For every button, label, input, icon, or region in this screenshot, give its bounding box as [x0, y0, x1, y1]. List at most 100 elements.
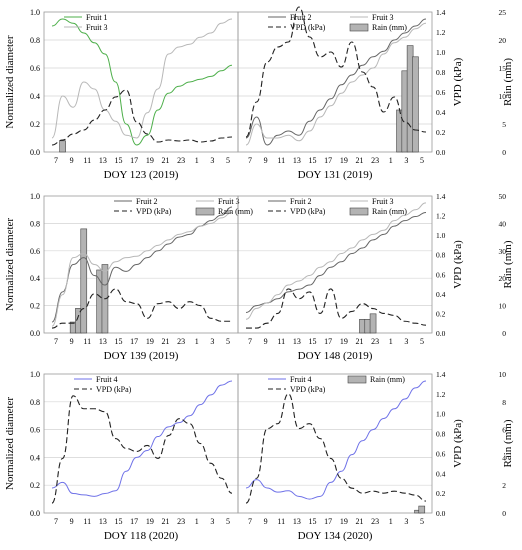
- vpd-tick-label: 0.8: [436, 430, 446, 439]
- vpd-tick-label: 1.0: [436, 48, 446, 57]
- legend-label: Fruit 3: [372, 13, 394, 22]
- y-tick-label: 0.0: [30, 148, 40, 157]
- legend-swatch-rain: [347, 375, 367, 384]
- x-tick-label: 3: [210, 156, 214, 165]
- legend-label: VPD (kPa): [290, 207, 326, 216]
- x-tick-label: 15: [115, 517, 123, 526]
- x-tick-label: 17: [130, 337, 138, 346]
- x-tick-label: 19: [340, 156, 348, 165]
- series-line-fruit-2: [245, 18, 427, 146]
- x-tick-label: 5: [420, 156, 424, 165]
- x-tick-label: 21: [355, 517, 363, 526]
- plot-frame: [237, 11, 433, 153]
- x-tick-label: 21: [355, 156, 363, 165]
- rain-tick-label: 30: [499, 247, 507, 256]
- x-tick-label: 3: [404, 517, 408, 526]
- vpd-tick-label: 1.2: [436, 28, 446, 37]
- legend: Fruit 2 Fruit 3 VPD (kPa) Rain (mm): [268, 13, 407, 32]
- rain-bar: [418, 505, 426, 514]
- x-tick-label: 21: [161, 337, 169, 346]
- x-tick-label: 11: [83, 337, 91, 346]
- x-tick-label: 17: [130, 156, 138, 165]
- y-tick-label: 0.4: [30, 274, 40, 283]
- y-tick-label: 0.8: [30, 36, 40, 45]
- series-line-fruit-3: [51, 211, 233, 327]
- x-tick-label: 1: [195, 337, 199, 346]
- legend-label: Fruit 4: [96, 375, 118, 384]
- rain-bar: [80, 228, 88, 334]
- legend-label: Fruit 2: [290, 197, 312, 206]
- x-tick-label: 23: [371, 337, 379, 346]
- x-tick-label: 13: [293, 517, 301, 526]
- y-tick-label: 0.6: [30, 247, 40, 256]
- vpd-line: [245, 6, 427, 138]
- x-tick-label: 23: [177, 337, 185, 346]
- rain-tick-label: 8: [502, 398, 506, 407]
- rain-tick-label: 5: [502, 120, 506, 129]
- plot-frame: [237, 195, 433, 334]
- legend: Fruit 4 Rain (mm) VPD (kPa): [268, 375, 405, 394]
- legend-swatch-rain: [349, 23, 369, 32]
- vpd-line: [51, 288, 232, 329]
- x-tick-label: 1: [195, 517, 199, 526]
- rain-tick-label: 10: [499, 92, 507, 101]
- x-tick-label: 9: [264, 337, 268, 346]
- rain-tick-label: 0: [502, 329, 506, 338]
- x-tick-label: 3: [210, 517, 214, 526]
- vpd-tick-label: 0.8: [436, 251, 446, 260]
- vpd-tick-label: 1.0: [436, 410, 446, 419]
- vpd-tick-label: 0.6: [436, 88, 446, 97]
- y-tick-label: 0.4: [30, 92, 40, 101]
- legend-swatch-rain: [195, 207, 215, 216]
- x-tick-label: 7: [54, 337, 58, 346]
- rain-tick-label: 2: [502, 481, 506, 490]
- series-line-fruit-4: [245, 380, 427, 500]
- x-tick-label: 19: [146, 517, 154, 526]
- x-tick-label: 7: [54, 156, 58, 165]
- rain-tick-label: 4: [502, 453, 506, 462]
- rain-tick-label: 6: [502, 426, 506, 435]
- vpd-tick-label: 1.0: [436, 231, 446, 240]
- rain-bar: [59, 140, 66, 153]
- vpd-tick-label: 0.4: [436, 108, 446, 117]
- rain-axis-label: Rain (mm): [502, 58, 514, 106]
- x-tick-label: 17: [324, 517, 332, 526]
- legend: Fruit 2 Fruit 3 VPD (kPa) Rain (mm): [114, 197, 253, 216]
- y-tick-label: 0.4: [30, 453, 40, 462]
- y-tick-label: 0.6: [30, 426, 40, 435]
- x-tick-label: 7: [248, 156, 252, 165]
- x-tick-label: 11: [83, 156, 91, 165]
- vpd-tick-label: 1.2: [436, 390, 446, 399]
- y-tick-label: 0.0: [30, 329, 40, 338]
- y-tick-label: 1.0: [30, 8, 40, 17]
- x-tick-label: 23: [177, 156, 185, 165]
- x-axis-label: DOY 148 (2019): [298, 350, 373, 362]
- vpd-line: [51, 89, 233, 146]
- legend-label: Rain (mm): [372, 207, 407, 216]
- vpd-tick-label: 0.0: [436, 509, 446, 518]
- legend-swatch-rain: [349, 207, 369, 216]
- x-tick-label: 7: [54, 517, 58, 526]
- vpd-line: [245, 393, 427, 504]
- x-tick-label: 1: [389, 156, 393, 165]
- rain-axis-label: Rain (mm): [502, 240, 514, 288]
- x-tick-label: 1: [389, 337, 393, 346]
- vpd-tick-label: 0.8: [436, 68, 446, 77]
- legend-label: Fruit 3: [86, 23, 108, 32]
- vpd-tick-label: 1.4: [436, 8, 446, 17]
- x-tick-label: 19: [146, 156, 154, 165]
- x-tick-label: 9: [70, 337, 74, 346]
- legend: Fruit 2 Fruit 3 VPD (kPa) Rain (mm): [268, 197, 407, 216]
- legend-label: Fruit 2: [290, 13, 312, 22]
- rain-tick-label: 10: [499, 370, 507, 379]
- x-tick-label: 21: [161, 156, 169, 165]
- legend-label: VPD (kPa): [136, 207, 172, 216]
- rain-tick-label: 50: [499, 192, 507, 201]
- y-axis-label: Normalized diameter: [4, 218, 16, 311]
- x-tick-label: 15: [309, 337, 317, 346]
